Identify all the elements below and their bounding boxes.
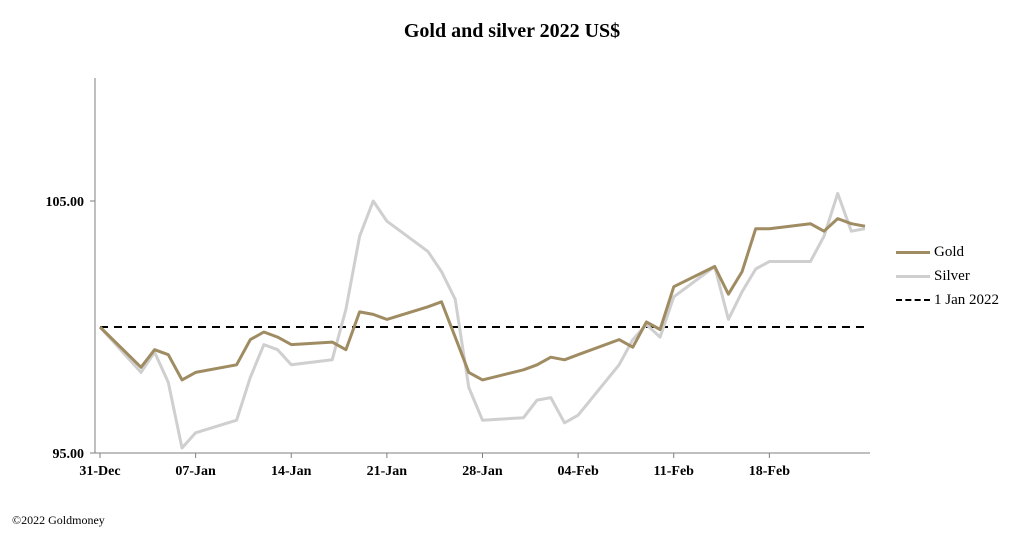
legend-item-silver: Silver (896, 264, 999, 288)
legend-item-baseline: 1 Jan 2022 (896, 288, 999, 312)
gold-series-line (98, 217, 866, 382)
legend-item-gold: Gold (896, 240, 999, 264)
legend-swatch-baseline (896, 299, 930, 301)
copyright-footnote: ©2022 Goldmoney (12, 513, 105, 527)
x-tick-label: 28-Jan (462, 464, 503, 479)
legend-label-silver: Silver (934, 267, 970, 284)
x-tick-label: 14-Jan (271, 464, 312, 479)
legend-swatch-silver (896, 274, 930, 278)
x-tick-label: 18-Feb (749, 464, 790, 479)
x-tick-label: 21-Jan (367, 464, 408, 479)
x-tick-label: 11-Feb (654, 464, 695, 479)
legend-swatch-gold (896, 250, 930, 254)
legend-label-gold: Gold (934, 243, 964, 260)
chart-title: Gold and silver 2022 US$ (403, 20, 621, 42)
silver-series-line (98, 191, 866, 450)
legend: Gold Silver 1 Jan 2022 (896, 240, 999, 312)
legend-label-baseline: 1 Jan 2022 (934, 291, 999, 308)
x-tick-label: 04-Feb (558, 464, 599, 479)
x-tick-label: 07-Jan (175, 464, 216, 479)
x-tick-label: 31-Dec (79, 464, 120, 479)
y-tick-label: 95.00 (53, 447, 85, 462)
y-tick-label: 105.00 (46, 195, 85, 210)
